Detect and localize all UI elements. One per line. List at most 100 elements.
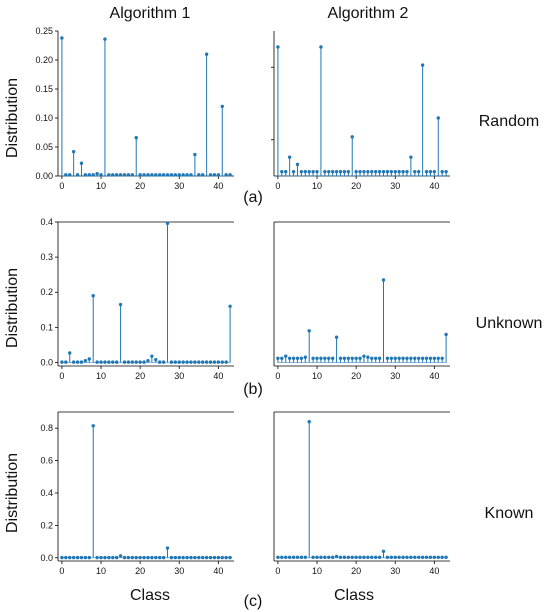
stem-marker <box>389 555 394 559</box>
stem-marker <box>334 554 339 559</box>
stem-marker <box>280 356 284 360</box>
stem-marker <box>303 169 307 174</box>
stem-marker <box>420 555 425 559</box>
stem-marker <box>420 63 425 67</box>
stem-marker <box>334 335 339 339</box>
stem-marker <box>389 169 394 174</box>
x-tick-label: 40 <box>429 566 439 576</box>
stem-marker <box>311 555 315 559</box>
stem-marker <box>284 169 288 174</box>
stem-marker <box>91 294 95 298</box>
stem-marker <box>134 136 138 140</box>
x-tick-label: 0 <box>59 566 64 576</box>
row-label-known: Known <box>485 505 534 522</box>
stem-marker <box>228 304 232 308</box>
x-tick-label: 0 <box>59 371 64 381</box>
stem-marker <box>83 359 88 363</box>
panel-random-algorithm-2: 0 10 20 30 40 <box>271 31 450 191</box>
stem-marker <box>295 555 300 559</box>
x-tick-label: 40 <box>429 181 439 191</box>
stem-marker <box>346 555 351 559</box>
stem-marker <box>103 37 107 41</box>
panel-tag-b: (b) <box>243 381 263 398</box>
x-tick-label: 10 <box>312 566 322 576</box>
panel-known-algorithm-1: 0 10 20 30 40 0.0 0.2 0.4 0.6 0.8 <box>40 411 234 576</box>
stem-marker <box>440 169 444 174</box>
y-axis-label-row-b: Distribution <box>4 268 21 348</box>
stem-marker <box>393 356 397 360</box>
stem-marker <box>385 555 390 559</box>
y-tick-label: 0.8 <box>40 423 53 433</box>
y-axis-label-row-a: Distribution <box>4 78 21 158</box>
stem-marker <box>440 356 444 360</box>
stem-marker <box>370 356 374 360</box>
stem-marker <box>424 356 429 360</box>
stem-marker <box>154 357 158 362</box>
stem-marker <box>362 169 366 174</box>
stem-marker <box>373 169 378 174</box>
stem-marker <box>342 356 347 360</box>
panel-unknown-algorithm-2: 0 10 20 30 40 <box>273 221 450 381</box>
stem-marker <box>362 555 366 559</box>
stem-marker <box>377 169 382 174</box>
y-tick-label: 0.2 <box>40 287 53 297</box>
stem-marker <box>393 555 397 559</box>
stem-marker <box>323 356 327 360</box>
x-tick-label: 30 <box>390 371 400 381</box>
stem-marker <box>315 169 319 174</box>
stem-marker <box>220 104 224 109</box>
x-tick-label: 10 <box>312 181 322 191</box>
x-tick-label: 30 <box>174 371 184 381</box>
x-tick-label: 30 <box>174 181 184 191</box>
stem-marker <box>330 356 335 360</box>
stem-marker <box>287 155 292 159</box>
stem-marker <box>323 555 327 559</box>
stem-marker <box>413 169 417 174</box>
x-tick-label: 20 <box>135 371 145 381</box>
stem-marker <box>299 555 304 559</box>
x-tick-label: 10 <box>96 181 106 191</box>
stem-marker <box>373 356 378 360</box>
x-tick-label: 0 <box>59 181 64 191</box>
stem-marker <box>405 555 409 559</box>
stem-marker <box>393 169 397 174</box>
stem-marker <box>432 169 437 174</box>
stem-marker <box>307 169 311 174</box>
stem-marker <box>373 555 378 559</box>
stem-marker <box>346 356 351 360</box>
stem-marker <box>79 161 84 165</box>
stem-marker <box>385 356 390 360</box>
x-tick-label: 10 <box>96 371 106 381</box>
stem-marker <box>315 555 319 559</box>
y-tick-label: 0.05 <box>35 142 53 152</box>
x-tick-label: 0 <box>275 566 280 576</box>
stem-marker <box>327 356 331 360</box>
stem-marker <box>315 356 319 360</box>
stem-marker <box>409 356 413 360</box>
stem-marker <box>150 354 154 358</box>
x-tick-label: 20 <box>351 566 361 576</box>
stem-marker <box>401 356 405 360</box>
stem-marker <box>424 555 429 559</box>
stem-marker <box>444 555 448 559</box>
panel-known-algorithm-2: 0 10 20 30 40 <box>273 411 450 576</box>
y-tick-label: 0.20 <box>35 55 53 65</box>
stem-marker <box>303 555 307 559</box>
stem-marker <box>381 169 386 174</box>
x-tick-label: 40 <box>213 566 223 576</box>
stem-marker <box>358 356 362 360</box>
stem-marker <box>299 356 304 360</box>
stem-marker <box>409 155 413 159</box>
stem-marker <box>350 356 354 360</box>
x-tick-label: 20 <box>135 566 145 576</box>
stem-marker <box>165 221 170 226</box>
stem-marker <box>354 356 358 360</box>
stem-marker <box>334 169 339 174</box>
stem-marker <box>444 169 448 174</box>
y-tick-label: 0.4 <box>40 217 53 227</box>
y-tick-label: 0.3 <box>40 252 53 262</box>
stem-marker <box>405 169 409 174</box>
stem-marker <box>319 45 323 49</box>
row-label-random: Random <box>479 113 539 130</box>
stem-marker <box>60 36 64 40</box>
